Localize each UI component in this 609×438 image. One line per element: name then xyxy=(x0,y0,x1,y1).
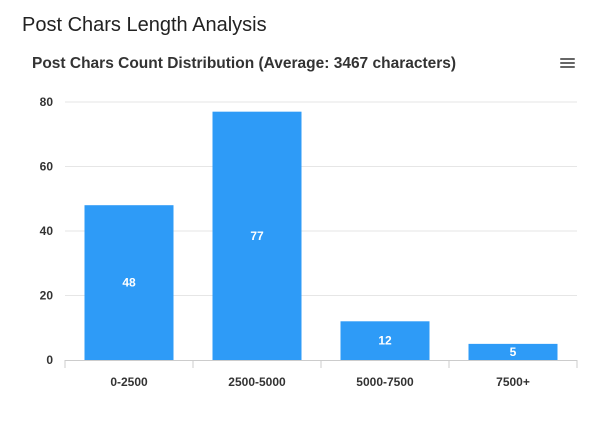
chart-title: Post Chars Count Distribution (Average: … xyxy=(32,55,457,72)
y-tick-label: 0 xyxy=(46,353,53,367)
page-title: Post Chars Length Analysis xyxy=(22,14,267,36)
y-tick-label: 40 xyxy=(40,224,54,238)
bar[interactable] xyxy=(468,343,558,360)
data-label: 48 xyxy=(122,276,136,290)
x-tick-label: 5000-7500 xyxy=(356,375,414,389)
y-axis-ticks: 0 20 40 60 80 xyxy=(40,95,54,367)
y-tick-label: 80 xyxy=(40,95,54,109)
y-tick-label: 60 xyxy=(40,160,54,174)
data-label: 77 xyxy=(250,229,264,243)
y-tick-label: 20 xyxy=(40,289,54,303)
x-axis-ticks: 0-2500 2500-5000 5000-7500 7500+ xyxy=(110,375,530,389)
bar[interactable] xyxy=(84,205,174,360)
data-label: 12 xyxy=(378,334,392,348)
bars xyxy=(84,111,558,360)
x-tick-label: 7500+ xyxy=(496,375,530,389)
data-label: 5 xyxy=(510,345,517,359)
x-axis xyxy=(64,360,578,368)
x-tick-label: 2500-5000 xyxy=(228,375,286,389)
hamburger-menu-icon[interactable] xyxy=(559,56,577,70)
bar[interactable] xyxy=(340,321,430,360)
data-labels: 48 77 12 5 xyxy=(122,229,516,359)
x-tick-label: 0-2500 xyxy=(110,375,148,389)
bar[interactable] xyxy=(212,111,302,360)
